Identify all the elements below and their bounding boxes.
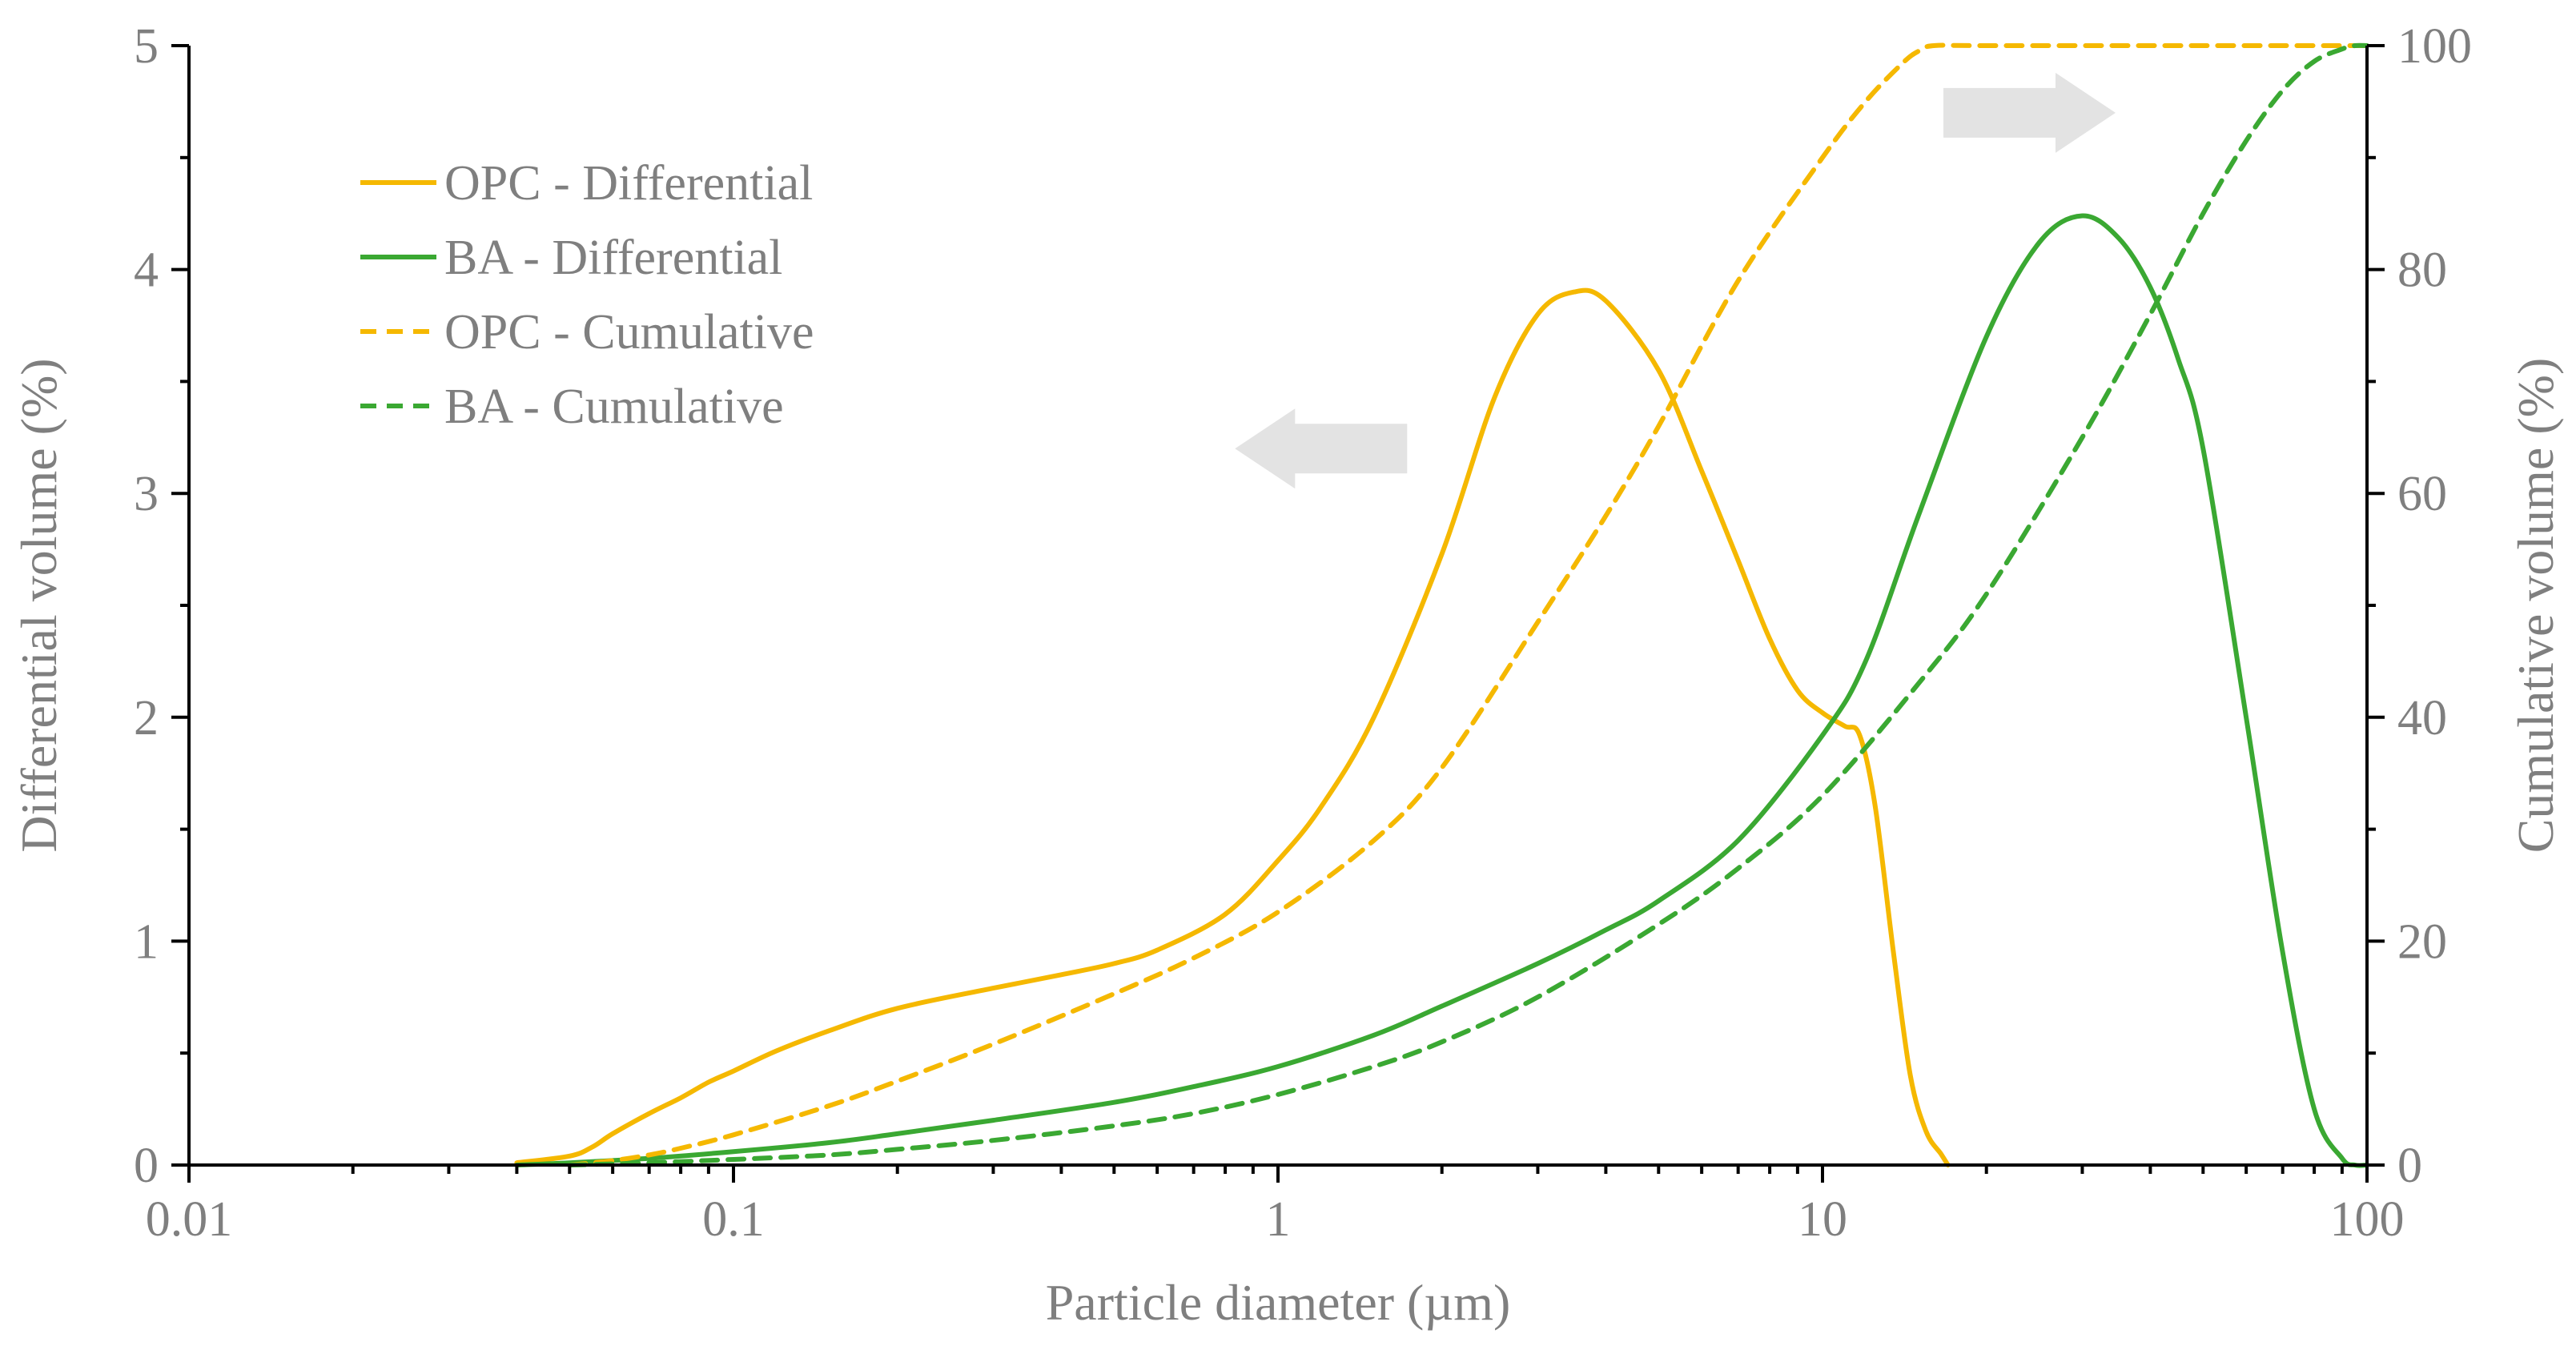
y2-axis-title: Cumulative volume (%) xyxy=(2507,358,2564,854)
y2-tick-label: 100 xyxy=(2397,19,2472,74)
x-tick-label: 1 xyxy=(1266,1192,1291,1247)
y2-tick-label: 60 xyxy=(2397,467,2447,521)
y2-tick-label: 40 xyxy=(2397,691,2447,745)
left-axis-arrow-icon xyxy=(1235,408,1408,489)
right-axis-arrow-icon xyxy=(1943,72,2116,153)
series-ba-differential xyxy=(514,213,2369,1168)
legend-label: BA - Cumulative xyxy=(444,380,784,434)
x-tick-label: 10 xyxy=(1798,1192,1847,1247)
legend-label: OPC - Cumulative xyxy=(444,305,814,360)
y-tick-label: 1 xyxy=(134,914,159,969)
y-ticks: 0 1 2 3 4 5 xyxy=(134,19,189,1193)
y-tick-label: 2 xyxy=(134,691,159,745)
x-ticks: 0.01 0.1 1 10 100 xyxy=(146,1165,2405,1247)
y2-tick-label: 20 xyxy=(2397,914,2447,969)
x-tick-label: 0.1 xyxy=(702,1192,765,1247)
series-opc-differential xyxy=(514,287,1951,1167)
x-tick-label: 0.01 xyxy=(146,1192,233,1247)
y-tick-label: 5 xyxy=(134,19,159,74)
legend-label: OPC - Differential xyxy=(444,156,813,211)
plot-series xyxy=(514,42,2369,1168)
y2-ticks: 0 20 40 60 80 100 xyxy=(2367,19,2472,1193)
series-ba-cumulative xyxy=(567,42,2369,1167)
y-tick-label: 4 xyxy=(134,243,159,298)
y2-tick-label: 0 xyxy=(2397,1139,2422,1193)
y2-tick-label: 80 xyxy=(2397,243,2447,298)
legend-label: BA - Differential xyxy=(444,231,782,285)
x-axis-title: Particle diameter (µm) xyxy=(1046,1274,1511,1331)
legend: OPC - Differential BA - Differential OPC -… xyxy=(360,156,814,434)
y-tick-label: 3 xyxy=(134,467,159,521)
y-tick-label: 0 xyxy=(134,1139,159,1193)
y-axis-title: Differential volume (%) xyxy=(10,358,67,852)
x-tick-label: 100 xyxy=(2330,1192,2405,1247)
series-opc-cumulative xyxy=(567,42,2369,1167)
